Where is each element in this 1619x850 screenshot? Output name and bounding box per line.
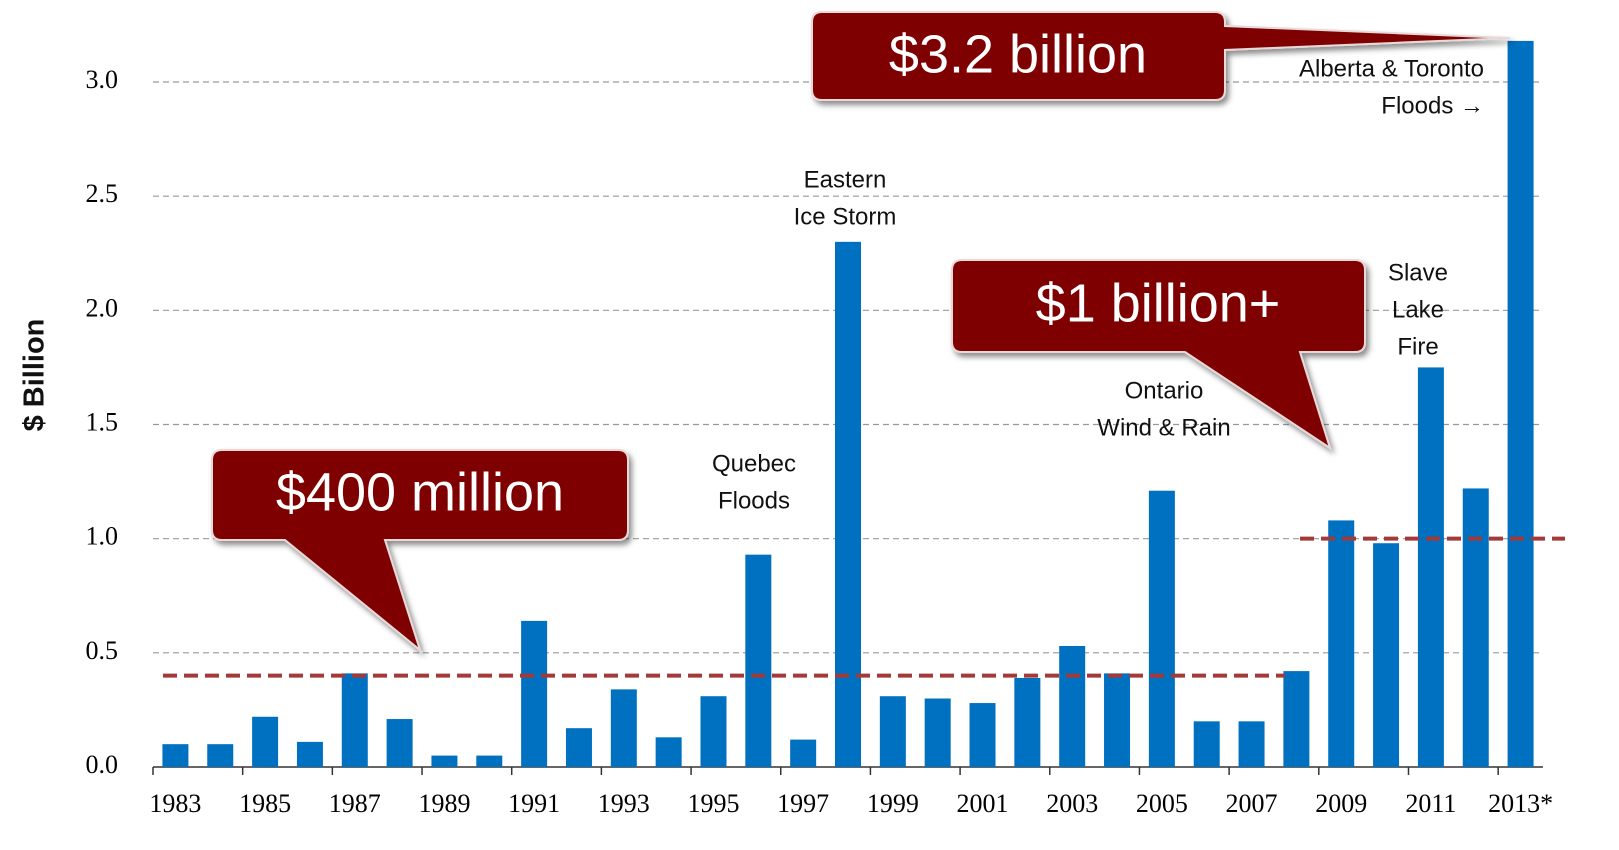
bar [1014, 677, 1041, 767]
annotation: Wind & Rain [1097, 414, 1230, 441]
callout [951, 259, 1366, 451]
bar [1283, 671, 1310, 767]
x-tick-label: 1993 [598, 789, 650, 818]
bar [1373, 543, 1400, 767]
bar [924, 698, 951, 767]
plot: 0.0 0.5 1.0 1.5 2.0 2.5 3.0 1983 1985 1987 1989 199… [86, 40, 1565, 818]
annotation: Floods [718, 487, 790, 514]
bar [655, 737, 682, 767]
y-tick-label: 2.5 [86, 179, 119, 208]
y-tick-label: 0.0 [86, 750, 119, 779]
bar [1193, 721, 1220, 767]
x-tick-label: 1991 [508, 789, 560, 818]
annotation: Quebec [712, 450, 796, 477]
x-tick-label: 1987 [329, 789, 381, 818]
bar [1148, 490, 1175, 767]
x-tick-label: 1985 [239, 789, 291, 818]
callout [211, 449, 629, 653]
y-tick-label: 1.5 [86, 407, 119, 436]
x-tick-label: 2009 [1315, 789, 1367, 818]
y-axis-label: $ Billion [19, 319, 51, 432]
annotation: Floods → [1381, 92, 1484, 119]
bar [386, 719, 413, 767]
bar [1059, 645, 1086, 767]
bar [296, 741, 323, 767]
annotation: Ice Storm [794, 203, 897, 230]
bar [207, 744, 234, 767]
x-tick-label: 1983 [149, 789, 201, 818]
x-tick-label: 2013* [1488, 789, 1553, 818]
y-tick-label: 3.0 [86, 65, 119, 94]
x-tick-label: 1997 [777, 789, 829, 818]
callout-text: $3.2 billion [889, 24, 1147, 84]
bar [835, 241, 861, 768]
bar [252, 716, 279, 767]
annotation: Alberta & Toronto [1299, 55, 1484, 82]
bar [565, 728, 592, 767]
y-tick-label: 0.5 [86, 636, 119, 665]
bar [610, 689, 637, 767]
annotation: Ontario [1125, 377, 1204, 404]
callout [811, 11, 1511, 101]
x-tick-label: 1999 [867, 789, 919, 818]
bar [969, 703, 996, 767]
bar [341, 673, 368, 767]
bar [1328, 520, 1355, 767]
x-tick-label: 2001 [957, 789, 1009, 818]
x-tick-label: 2005 [1136, 789, 1188, 818]
x-tick-label: 2003 [1046, 789, 1098, 818]
bar [1104, 673, 1131, 767]
annotation: Fire [1397, 333, 1438, 360]
bar [521, 620, 548, 767]
bar [476, 755, 503, 767]
bar [1462, 488, 1489, 767]
callout-text: $400 million [276, 462, 564, 522]
x-tick-label: 2011 [1405, 789, 1456, 818]
bar [1238, 721, 1265, 767]
annotations: Quebec Floods Eastern Ice Storm Ontario … [712, 55, 1484, 514]
y-tick-label: 1.0 [86, 522, 119, 551]
x-tick-label: 1989 [418, 789, 470, 818]
bar [431, 755, 458, 767]
annotation: Slave [1388, 259, 1448, 286]
x-tick-label: 2007 [1226, 789, 1278, 818]
bar [1417, 367, 1444, 767]
bar [162, 744, 189, 767]
callout-text: $1 billion+ [1036, 273, 1281, 333]
callout-shape [211, 449, 629, 653]
bar [700, 696, 727, 767]
annotation: Lake [1392, 296, 1444, 323]
bar [745, 554, 772, 767]
bar [1507, 40, 1534, 767]
callout-shape [811, 11, 1511, 101]
y-tick-label: 2.0 [86, 293, 119, 322]
bar [879, 696, 906, 767]
callout-shape [951, 259, 1366, 451]
x-tick-label: 1995 [687, 789, 739, 818]
annotation: Eastern [804, 166, 887, 193]
bar [790, 739, 817, 767]
